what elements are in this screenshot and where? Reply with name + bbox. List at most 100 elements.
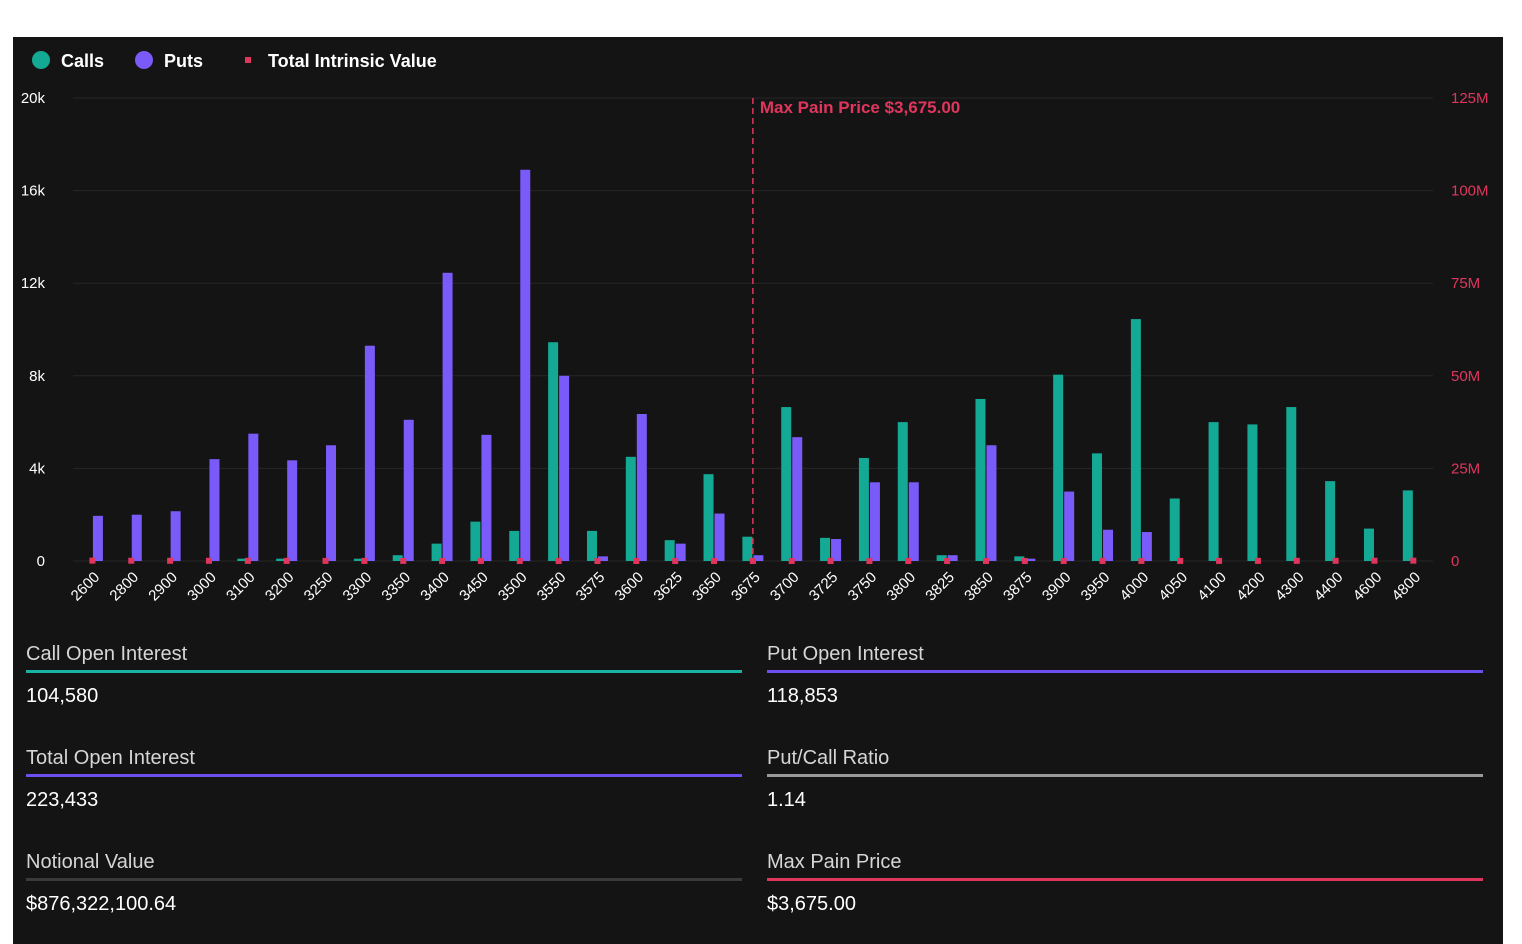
x-tick-label: 4050 [1155,569,1191,605]
call-bar [820,537,831,561]
intrinsic-value-point [982,557,989,564]
intrinsic-value-point [439,557,446,564]
intrinsic-value-point [866,557,873,564]
put-bar [442,272,453,561]
call-bar [1286,407,1297,561]
x-tick-label: 2900 [145,569,181,605]
legend-label: Calls [61,51,104,71]
call-bar [353,558,364,561]
x-tick-label: 4200 [1233,569,1269,605]
x-tick-label: 4600 [1350,569,1386,605]
intrinsic-value-point [672,557,679,564]
legend: Calls Puts Total Intrinsic Value [32,51,437,71]
put-bar [792,437,803,561]
x-tick-label: 3550 [534,569,570,605]
x-tick-label: 3675 [728,569,764,605]
calls-legend-icon [32,51,50,69]
call-bar [1053,374,1064,561]
call-bar [1092,453,1103,561]
stat-underline [26,878,742,881]
put-bar [1025,558,1036,561]
intrinsic-value-point [1138,557,1145,564]
intrinsic-value-point [905,557,912,564]
call-bar [936,555,947,561]
x-tick-label: 3650 [689,569,725,605]
y-left-tick-label: 20k [21,90,46,107]
intrinsic-value-point [283,557,290,564]
stat-label: Call Open Interest [26,643,188,665]
stat-label: Put Open Interest [767,643,924,665]
call-bar [276,558,287,561]
x-tick-label: 3250 [301,569,337,605]
stat-label: Max Pain Price [767,851,902,873]
y-right-tick-label: 25M [1451,460,1480,477]
y-right-tick-label: 100M [1451,183,1489,200]
y-left-tick-label: 4k [29,460,45,477]
intrinsic-value-point [594,557,601,564]
put-bar [908,482,919,561]
stat-value: 104,580 [26,685,99,707]
call-bar [664,540,675,561]
intrinsic-value-point [1099,557,1106,564]
x-tick-label: 4000 [1117,569,1153,605]
call-bar [1014,556,1025,561]
intrinsic-value-point [711,557,718,564]
intrinsic-value-point [788,557,795,564]
put-bar [326,445,337,561]
put-bar [131,514,142,561]
call-bar [858,457,869,561]
x-tick-label: 3700 [767,569,803,605]
intrinsic-value-point [633,557,640,564]
call-bar [237,558,248,561]
call-bar [431,543,442,561]
y-right-tick-label: 125M [1451,90,1489,107]
intrinsic-value-legend-icon [245,57,251,63]
intrinsic-value-point [1177,557,1184,564]
put-bar [209,459,220,561]
put-bar [1141,532,1152,561]
put-bar [559,375,570,561]
put-bar [1103,529,1114,561]
intrinsic-value-point [827,557,834,564]
call-bar [1363,528,1374,561]
x-tick-label: 3575 [573,569,609,605]
intrinsic-value-point [322,557,329,564]
open-interest-chart: Calls Puts Total Intrinsic Value Max Pain … [21,51,1489,605]
call-bar [1169,498,1180,561]
stat-value: $3,675.00 [767,893,856,915]
intrinsic-value-point [477,557,484,564]
stat-value: 1.14 [767,789,806,811]
x-tick-label: 4300 [1272,569,1308,605]
x-tick-label: 4400 [1311,569,1347,605]
intrinsic-value-point [1410,557,1417,564]
intrinsic-value-point [749,557,756,564]
call-bar [1325,481,1336,561]
call-bar [586,530,597,561]
stat-underline [767,774,1483,777]
x-tick-label: 3600 [612,569,648,605]
y-left-tick-label: 12k [21,275,46,292]
call-bar [548,342,559,561]
x-tick-label: 3200 [262,569,298,605]
puts-legend-icon [135,51,153,69]
intrinsic-value-point [167,557,174,564]
call-bar [1130,319,1141,561]
legend-label: Total Intrinsic Value [268,51,437,71]
intrinsic-value-point [1254,557,1261,564]
call-bar [742,536,753,561]
stat-value: 223,433 [26,789,99,811]
intrinsic-value-point [1371,557,1378,564]
x-tick-label: 3400 [417,569,453,605]
intrinsic-value-point [400,557,407,564]
call-bar [509,530,520,561]
x-tick-label: 3875 [1000,569,1036,605]
stat-underline [26,670,742,673]
call-bar [1247,424,1258,561]
chart-panel: Calls Puts Total Intrinsic Value Max Pain … [13,37,1503,944]
intrinsic-value-point [128,557,135,564]
call-bar [625,456,636,561]
put-bar [597,556,608,561]
x-tick-label: 3750 [845,569,881,605]
put-bar [1064,491,1075,561]
call-bar [392,555,403,561]
